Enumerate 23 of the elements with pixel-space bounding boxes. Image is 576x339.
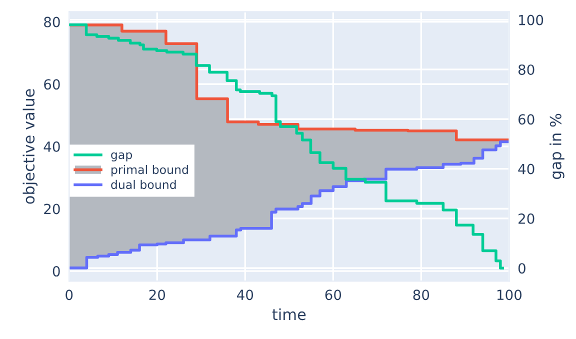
y2-tick-label: 40 <box>518 164 534 174</box>
x-tick-label: 20 <box>149 290 166 300</box>
x-axis-title: time <box>272 308 306 320</box>
y2-tick-label: 100 <box>519 14 544 26</box>
y2-axis-title: gap in % <box>550 114 564 180</box>
x-tick-label: 80 <box>413 290 430 300</box>
y2-tick-label: 60 <box>518 114 534 125</box>
y2-tick-label: 20 <box>518 213 534 224</box>
y-tick-label: 80 <box>44 16 60 28</box>
x-tick-label: 0 <box>66 290 73 300</box>
legend-label: gap <box>111 152 132 162</box>
y-tick-label: 40 <box>44 141 60 152</box>
y2-tick-label: 80 <box>518 64 534 75</box>
x-tick-label: 60 <box>325 290 342 300</box>
x-tick-label: 100 <box>497 290 522 300</box>
y-tick-label: 20 <box>44 204 60 214</box>
legend-label: primal bound <box>112 164 188 176</box>
y-tick-label: 0 <box>52 266 60 277</box>
y2-tick-label: 0 <box>518 263 526 274</box>
x-tick-label: 40 <box>236 290 254 300</box>
y-axis-title: objective value <box>22 89 38 204</box>
legend-label: dual bound <box>111 180 176 190</box>
y-tick-label: 60 <box>44 79 60 90</box>
